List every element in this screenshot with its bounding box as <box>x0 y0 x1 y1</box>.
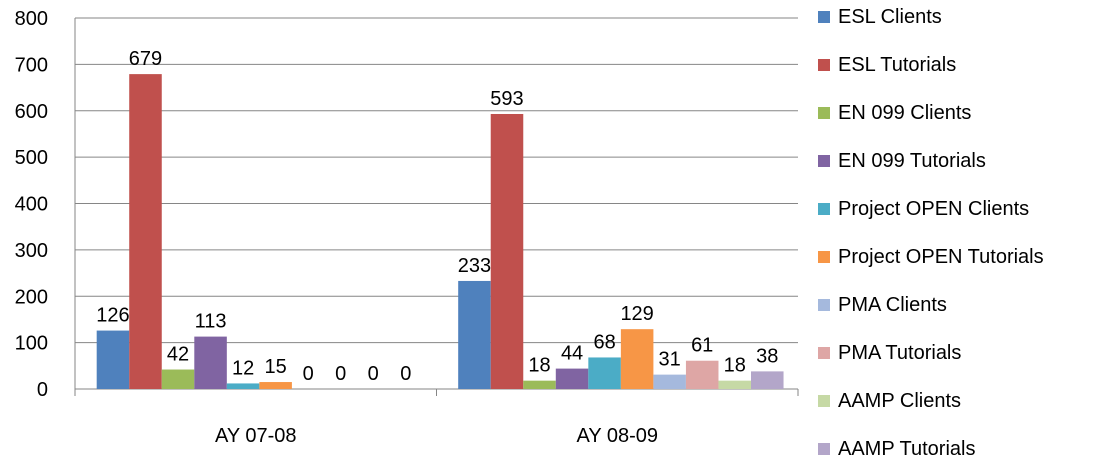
legend-swatch <box>818 251 830 263</box>
legend-label: ESL Tutorials <box>838 53 957 76</box>
bar <box>653 374 686 389</box>
bar-chart: 0 100 200 300 400 500 600 700 800 AY 07-08 AY 08-… <box>15 8 799 447</box>
bar <box>555 368 589 389</box>
x-category-label: AY 08-09 <box>576 425 658 447</box>
legend-swatch <box>818 107 830 119</box>
data-label: 15 <box>265 356 287 378</box>
data-label: 0 <box>368 363 379 385</box>
legend-item: PMA Tutorials <box>818 341 961 365</box>
legend-item: ESL Clients <box>818 5 942 29</box>
bar <box>194 336 227 389</box>
data-label: 31 <box>659 349 681 371</box>
data-label: 593 <box>490 88 523 110</box>
bar <box>129 74 162 390</box>
data-label: 44 <box>561 343 583 365</box>
legend-label: PMA Tutorials <box>838 341 962 364</box>
y-tick-label: 700 <box>15 54 48 76</box>
bar <box>685 360 719 389</box>
data-label: 38 <box>756 345 778 367</box>
bars <box>96 74 784 390</box>
y-tick-label: 800 <box>15 8 48 30</box>
y-axis: 0 100 200 300 400 500 600 700 800 <box>15 8 76 401</box>
bar <box>490 113 524 389</box>
x-axis: AY 07-08 AY 08-09 <box>74 388 799 447</box>
data-label: 68 <box>593 331 615 353</box>
legend-swatch <box>818 203 830 215</box>
bar <box>588 357 621 389</box>
legend-label: Project OPEN Clients <box>838 197 1030 220</box>
bar <box>161 369 195 389</box>
bar <box>718 380 752 389</box>
data-label: 0 <box>303 363 314 385</box>
data-label: 0 <box>400 363 411 385</box>
data-label: 12 <box>232 357 254 379</box>
legend-swatch <box>818 443 830 455</box>
data-label: 679 <box>129 48 162 70</box>
legend-swatch <box>818 347 830 359</box>
y-tick-label: 300 <box>15 240 48 262</box>
bar <box>751 371 784 389</box>
data-label: 233 <box>458 255 491 277</box>
data-label: 18 <box>528 355 550 377</box>
bar <box>259 382 292 389</box>
y-tick-label: 600 <box>15 101 48 123</box>
bar <box>523 380 556 389</box>
data-label: 18 <box>724 355 746 377</box>
legend-item: EN 099 Clients <box>818 101 971 125</box>
data-label: 61 <box>691 335 713 357</box>
legend-label: EN 099 Clients <box>838 101 972 124</box>
legend-item: Project OPEN Clients <box>818 197 1029 221</box>
legend-label: EN 099 Tutorials <box>838 149 986 172</box>
legend-item: AAMP Tutorials <box>818 437 975 461</box>
legend-item: AAMP Clients <box>818 389 961 413</box>
legend-item: Project OPEN Tutorials <box>818 245 1044 269</box>
bar <box>96 330 130 389</box>
legend-label: ESL Clients <box>838 5 942 28</box>
legend-swatch <box>818 155 830 167</box>
legend-swatch <box>818 299 830 311</box>
data-label: 113 <box>195 311 227 333</box>
y-tick-label: 200 <box>15 286 48 308</box>
bar <box>620 329 654 389</box>
legend-label: AAMP Clients <box>838 389 962 412</box>
x-category-label: AY 07-08 <box>215 425 297 447</box>
data-label: 129 <box>620 303 653 325</box>
legend-label: Project OPEN Tutorials <box>838 245 1044 268</box>
legend-item: ESL Tutorials <box>818 53 956 77</box>
y-tick-label: 500 <box>15 147 48 169</box>
legend-swatch <box>818 59 830 71</box>
data-label: 126 <box>96 305 129 327</box>
data-labels: 126 233 679 593 42 18 113 44 12 68 15 129 0 31 0 61 0 18 0… <box>96 48 778 385</box>
bar <box>458 280 491 389</box>
legend-label: PMA Clients <box>838 293 947 316</box>
legend-swatch <box>818 11 830 23</box>
legend-label: AAMP Tutorials <box>838 437 976 460</box>
y-tick-label: 400 <box>15 194 48 216</box>
data-label: 42 <box>167 344 189 366</box>
y-tick-label: 100 <box>15 333 48 355</box>
data-label: 0 <box>335 363 346 385</box>
legend-item: EN 099 Tutorials <box>818 149 986 173</box>
legend-swatch <box>818 395 830 407</box>
legend-item: PMA Clients <box>818 293 947 317</box>
bar <box>226 383 260 389</box>
y-tick-label: 0 <box>37 379 48 401</box>
gridlines <box>75 17 798 344</box>
